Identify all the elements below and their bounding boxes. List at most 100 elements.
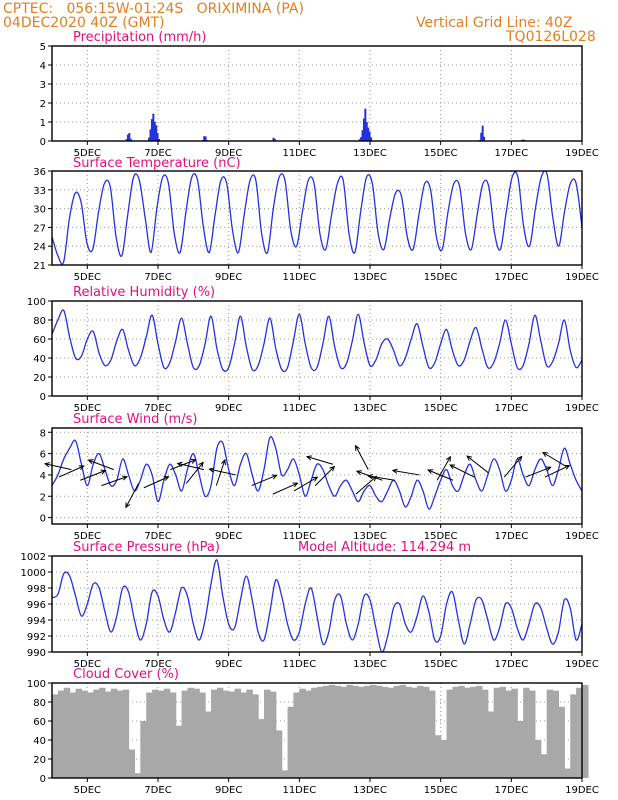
cloud-bar (434, 735, 442, 778)
cloud-bar (63, 687, 71, 778)
wind-arrow (293, 476, 318, 492)
cloud-bar (240, 692, 247, 778)
x-tick-label: 7DEC (144, 531, 171, 542)
x-tick-label: 9DEC (215, 785, 242, 796)
cloud-bar (428, 690, 436, 778)
wind-arrow-head (391, 468, 398, 474)
y-tick-label: 60 (33, 335, 46, 346)
precip-bar (155, 125, 158, 141)
series-line (52, 309, 582, 373)
cloud-bar (193, 688, 200, 778)
panel-title: Surface Temperature (nC) (73, 156, 241, 171)
wind-arrow (251, 474, 277, 487)
wind-arrow-head (427, 469, 434, 475)
y-tick-label: 3 (40, 80, 46, 91)
wind-arrow (215, 459, 226, 486)
wind-arrow (177, 462, 205, 471)
precip-bar (150, 119, 153, 141)
cloud-bar (529, 690, 536, 778)
panel-5: 0 20 40 60 80 100 5DEC 7DEC 9DEC 11DEC 13DEC 15DEC 1… (27, 667, 599, 796)
y-tick-label: 0 (40, 392, 46, 403)
cloud-bar (481, 689, 489, 778)
cloud-bar (299, 688, 306, 778)
precip-bar (129, 138, 132, 141)
panel-2: 0 20 40 60 80 100 5DEC 7DEC 9DEC 11DEC 13DEC 15DEC 1… (27, 285, 599, 414)
wind-arrow (503, 456, 523, 478)
cloud-bar (317, 686, 324, 778)
wind-arrow-head (292, 482, 299, 488)
cloud-bar (375, 685, 383, 778)
x-tick-label: 9DEC (215, 148, 242, 159)
x-tick-label: 15DEC (424, 531, 458, 542)
wind-arrow-head (355, 470, 362, 476)
y-tick-label: 2 (40, 99, 46, 110)
cloud-bar (470, 686, 477, 778)
cloud-bar (152, 689, 159, 778)
x-tick-label: 13DEC (353, 659, 387, 670)
panel-frame (51, 682, 583, 779)
precip-bar (273, 138, 276, 141)
panel-frame (51, 555, 583, 653)
x-tick-label: 13DEC (353, 272, 387, 283)
cloud-bar (517, 721, 524, 778)
wind-arrow-head (305, 455, 313, 461)
cloud-bar (158, 690, 165, 778)
precip-bar (128, 133, 131, 141)
model-altitude-label: Model Altitude: 114.294 m (298, 540, 471, 555)
y-tick-label: 20 (33, 373, 46, 384)
wind-arrow-head (78, 465, 85, 471)
wind-arrow (306, 456, 334, 465)
cloud-bar (205, 711, 212, 778)
wind-arrow (272, 482, 298, 495)
y-tick-label: 6 (40, 450, 46, 461)
cloud-bar (546, 689, 554, 778)
wind-arrow (88, 459, 115, 471)
wind-arrow-head (329, 465, 336, 472)
y-tick-label: 0 (40, 774, 46, 785)
x-tick-label: 9DEC (215, 272, 242, 283)
y-tick-label: 80 (33, 316, 46, 327)
x-tick-label: 17DEC (494, 659, 528, 670)
wind-arrow-head (445, 455, 451, 462)
cloud-bar (275, 730, 283, 778)
x-tick-label: 19DEC (565, 531, 599, 542)
cloud-bar (558, 706, 565, 778)
cloud-bar (540, 754, 548, 778)
cloud-bar (146, 692, 153, 778)
x-tick-label: 11DEC (282, 531, 316, 542)
x-tick-label: 5DEC (74, 272, 101, 283)
panel-frame (51, 427, 583, 525)
wind-arrow-head (516, 455, 523, 462)
header-grid-note: Vertical Grid Line: 40Z (416, 15, 573, 31)
x-tick-label: 19DEC (565, 272, 599, 283)
y-tick-label: 990 (27, 648, 46, 659)
cloud-bar (93, 689, 100, 778)
cloud-bar (340, 686, 348, 778)
panel-frame (51, 45, 583, 142)
wind-arrow-head (366, 473, 374, 480)
cloud-bar (570, 694, 577, 778)
x-tick-label: 15DEC (424, 272, 458, 283)
x-tick-label: 5DEC (74, 659, 101, 670)
y-tick-label: 33 (33, 186, 46, 197)
panel-0: 0 1 2 3 4 5 5DEC 7DEC 9DEC 11DEC 13DEC 15DEC 17DEC 19… (40, 30, 599, 159)
panel-3: 0 2 4 6 8 5DEC 7DEC 9DEC 11DEC 13DEC 15DEC 17DEC 19D… (40, 412, 599, 542)
cloud-bar (163, 688, 171, 778)
precip-bar (370, 137, 372, 141)
cloud-bar (346, 684, 353, 778)
wind-arrow (466, 455, 489, 474)
x-tick-label: 11DEC (282, 272, 316, 283)
cloud-bar (187, 687, 194, 778)
precip-bar (522, 139, 525, 141)
precip-bar (204, 136, 207, 141)
precip-bar (368, 131, 371, 141)
cloud-bar (440, 740, 448, 778)
panel-title: Precipitation (mm/h) (73, 30, 206, 45)
cloud-bar (228, 691, 236, 778)
cloud-bar (122, 689, 130, 778)
precip-bar (365, 121, 368, 141)
cloud-bar (199, 692, 206, 778)
cloud-bar (211, 689, 218, 778)
cloud-bar (81, 690, 88, 778)
